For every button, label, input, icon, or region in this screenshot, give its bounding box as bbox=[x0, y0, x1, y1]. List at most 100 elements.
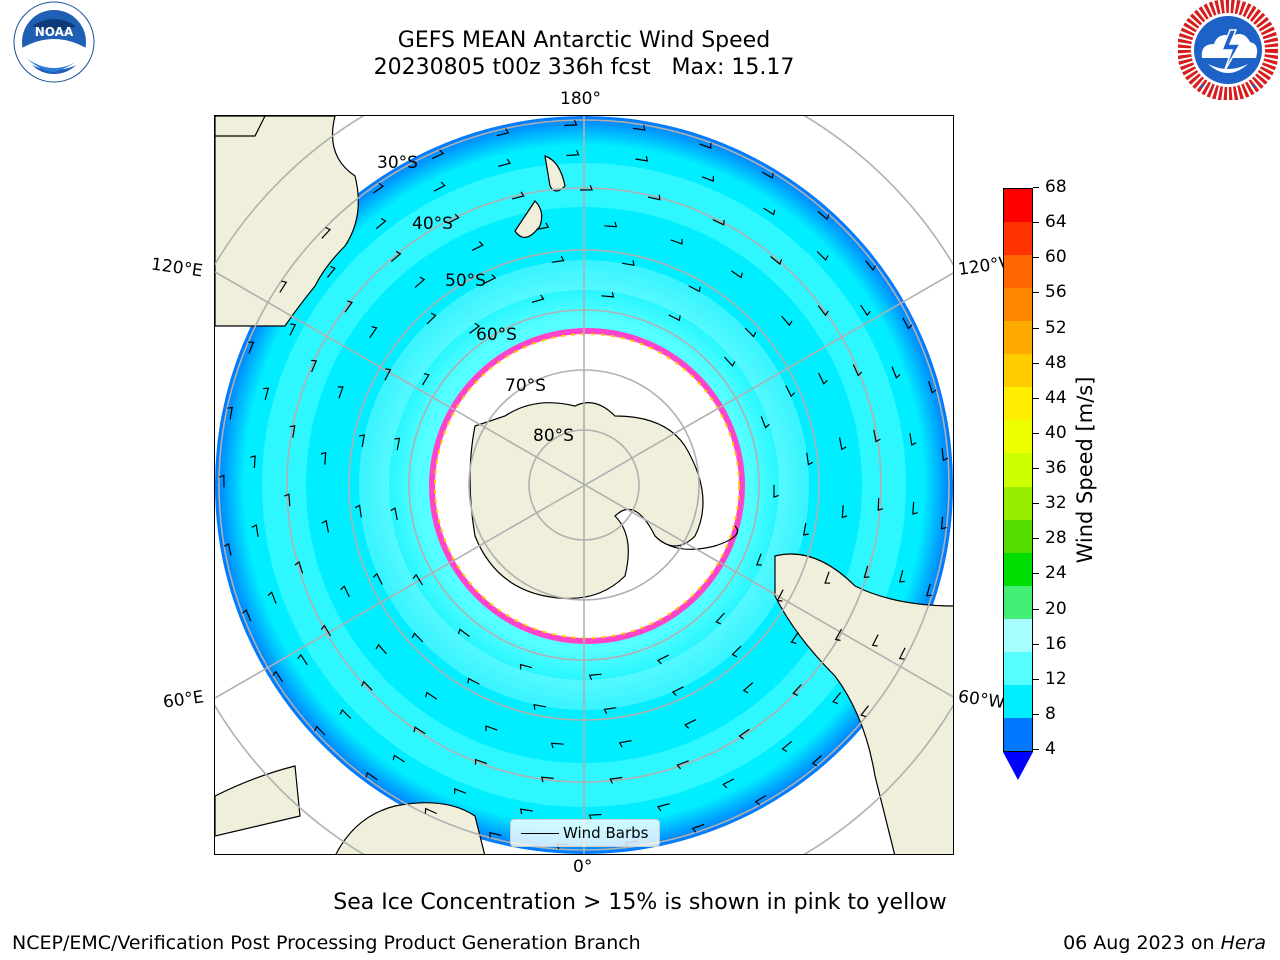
wind-barb bbox=[635, 155, 649, 162]
wind-barb bbox=[588, 813, 602, 821]
legend-label: Wind Barbs bbox=[563, 824, 649, 842]
wind-barb bbox=[860, 705, 869, 718]
wind-barb bbox=[541, 776, 554, 783]
colorbar-segment bbox=[1004, 453, 1032, 488]
wind-barb bbox=[668, 314, 681, 322]
nws-logo bbox=[1177, 0, 1279, 101]
chart-title: GEFS MEAN Antarctic Wind Speed bbox=[397, 28, 771, 53]
wind-barb bbox=[657, 803, 670, 812]
colorbar-tick-label: 48 bbox=[1033, 353, 1067, 373]
wind-barb bbox=[928, 381, 937, 394]
wind-barb bbox=[941, 448, 949, 462]
wind-barb bbox=[802, 522, 809, 536]
wind-barb bbox=[447, 213, 460, 224]
wind-barb bbox=[375, 643, 387, 655]
wind-barb bbox=[723, 356, 736, 367]
wind-barb bbox=[925, 583, 932, 597]
footer-date: 06 Aug 2023 on Hera bbox=[1063, 932, 1266, 954]
polar-map-canvas bbox=[215, 116, 953, 854]
wind-barb bbox=[361, 680, 373, 691]
colorbar-tick-label: 32 bbox=[1033, 493, 1067, 513]
colorbar-tick-label: 8 bbox=[1033, 704, 1056, 724]
wind-barb bbox=[279, 280, 288, 293]
lat-label-40s: 40°S bbox=[412, 214, 453, 234]
wind-barb bbox=[909, 433, 917, 446]
colorbar-segment bbox=[1004, 651, 1032, 686]
wind-barb bbox=[551, 255, 565, 263]
wind-barb bbox=[533, 703, 547, 710]
colorbar-segment bbox=[1004, 189, 1032, 223]
wind-barb bbox=[684, 719, 697, 729]
wind-barb bbox=[824, 571, 831, 584]
wind-barb bbox=[871, 634, 879, 647]
wind-barb bbox=[699, 142, 712, 149]
colorbar-segment bbox=[1004, 288, 1032, 322]
wind-barb bbox=[601, 291, 615, 298]
wind-barb bbox=[865, 260, 877, 271]
wind-barb bbox=[519, 663, 533, 670]
wind-barb bbox=[722, 778, 735, 789]
colorbar-segment bbox=[1004, 552, 1032, 587]
wind-barb bbox=[790, 631, 799, 644]
wind-barb bbox=[738, 728, 750, 740]
wind-barbs bbox=[218, 119, 949, 850]
wind-barb bbox=[670, 238, 683, 245]
wind-barb bbox=[519, 808, 533, 815]
wind-barb bbox=[359, 434, 366, 448]
wind-barb bbox=[354, 504, 362, 518]
wind-barb bbox=[263, 387, 270, 400]
wind-barb bbox=[485, 725, 498, 732]
lon-label-60w: 60°W bbox=[956, 686, 1007, 714]
lat-label-80s: 80°S bbox=[533, 426, 574, 446]
wind-barb bbox=[834, 628, 843, 641]
wind-barb bbox=[860, 304, 871, 317]
wind-barb bbox=[781, 740, 793, 753]
wind-barb bbox=[339, 708, 352, 719]
wind-barb bbox=[785, 385, 796, 398]
wind-barb bbox=[433, 181, 446, 192]
colorbar-tick-label: 20 bbox=[1033, 599, 1067, 619]
wind-barb bbox=[618, 740, 632, 748]
wind-barb bbox=[531, 294, 545, 303]
wind-barb bbox=[340, 585, 350, 598]
wind-barb bbox=[248, 341, 255, 354]
colorbar-tick-label: 64 bbox=[1033, 212, 1067, 232]
wind-barb bbox=[320, 624, 332, 637]
wind-barb bbox=[251, 524, 259, 537]
wind-barb bbox=[413, 726, 426, 735]
wind-barb bbox=[394, 437, 401, 451]
wind-barb bbox=[431, 149, 445, 160]
wind-barb bbox=[390, 507, 398, 521]
wind-barb bbox=[498, 158, 511, 167]
wind-barb bbox=[550, 742, 564, 749]
wind-barb bbox=[425, 691, 438, 700]
sea-ice-note: Sea Ice Concentration > 15% is shown in … bbox=[333, 890, 947, 915]
wind-barb bbox=[289, 425, 296, 438]
wind-barb bbox=[242, 609, 252, 622]
wind-barb bbox=[250, 455, 256, 469]
wind-barb bbox=[817, 305, 829, 317]
graticule bbox=[215, 116, 953, 854]
wind-barb bbox=[770, 256, 783, 265]
wind-barb bbox=[604, 221, 618, 228]
wind-barb bbox=[715, 612, 725, 625]
colorbar-tick-label: 40 bbox=[1033, 423, 1067, 443]
wind-barb bbox=[839, 437, 847, 451]
wind-barb bbox=[691, 823, 705, 833]
wind-barb bbox=[730, 270, 743, 279]
new-zealand bbox=[514, 155, 566, 238]
lon-label-180: 180° bbox=[560, 89, 601, 109]
wind-barb bbox=[731, 645, 742, 658]
continents bbox=[215, 116, 953, 854]
wind-barb bbox=[369, 326, 378, 339]
wind-barb bbox=[760, 416, 770, 429]
lon-label-0: 0° bbox=[573, 857, 593, 877]
colorbar-segment bbox=[1004, 222, 1032, 256]
wind-barb bbox=[671, 686, 684, 697]
wind-barb bbox=[337, 386, 344, 399]
wind-barb bbox=[223, 542, 232, 556]
colorbar-segment bbox=[1004, 519, 1032, 554]
colorbar-tick-label: 4 bbox=[1033, 739, 1056, 759]
wind-barb bbox=[688, 285, 701, 293]
wind-barb bbox=[818, 372, 828, 385]
